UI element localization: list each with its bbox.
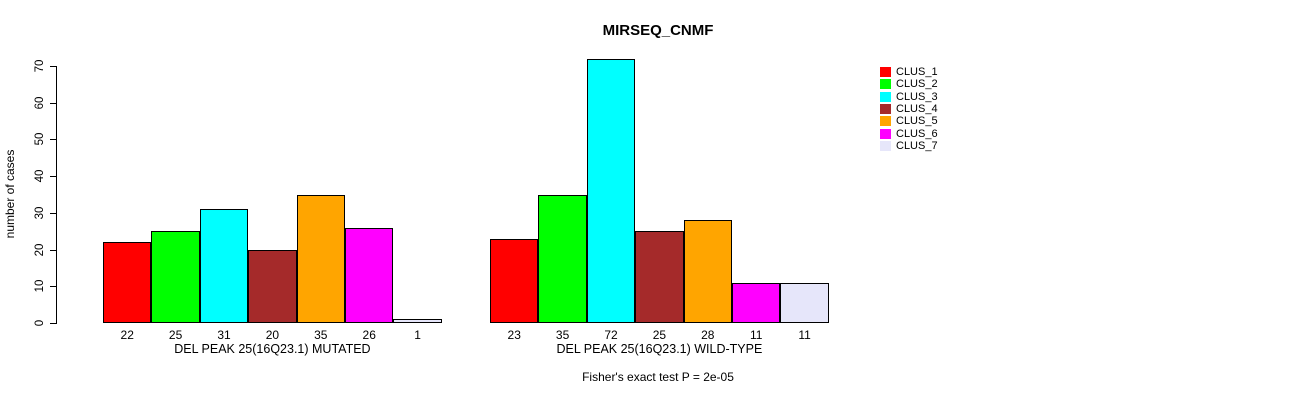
bar bbox=[586, 58, 636, 323]
y-tick-label: 10 bbox=[34, 279, 46, 293]
bar-value-label: 1 bbox=[414, 328, 421, 342]
bar-value-label: 11 bbox=[749, 328, 763, 342]
bar-value-label: 20 bbox=[265, 328, 280, 342]
legend-label: CLUS_4 bbox=[896, 102, 938, 115]
bar bbox=[780, 282, 829, 323]
legend-swatch bbox=[880, 79, 891, 90]
bar bbox=[538, 194, 587, 323]
bar-value-label: 23 bbox=[507, 328, 521, 342]
bar bbox=[248, 249, 297, 323]
chart-title: MIRSEQ_CNMF bbox=[602, 22, 714, 39]
y-tick bbox=[50, 176, 57, 177]
y-tick-label: 60 bbox=[34, 96, 46, 110]
legend-label: CLUS_2 bbox=[896, 78, 938, 91]
bar bbox=[635, 231, 684, 323]
y-tick-label: 0 bbox=[34, 319, 46, 327]
legend-label: CLUS_7 bbox=[896, 139, 938, 152]
y-axis-label: number of cases bbox=[3, 149, 17, 239]
bar-value-label: 25 bbox=[652, 328, 667, 342]
bar bbox=[151, 231, 200, 323]
legend-swatch bbox=[880, 67, 891, 77]
y-tick-label: 50 bbox=[34, 133, 46, 146]
y-tick bbox=[50, 323, 57, 324]
bar-value-label: 28 bbox=[701, 328, 715, 342]
bar-value-label: 72 bbox=[604, 328, 618, 342]
y-tick bbox=[50, 213, 57, 214]
y-tick bbox=[50, 139, 57, 140]
legend-swatch bbox=[880, 128, 891, 139]
y-tick-label: 30 bbox=[34, 206, 46, 220]
legend-label: CLUS_3 bbox=[896, 90, 938, 103]
legend-label: CLUS_1 bbox=[896, 66, 938, 78]
legend-label: CLUS_5 bbox=[896, 115, 938, 128]
bar-value-label: 22 bbox=[120, 328, 134, 342]
bar bbox=[296, 194, 345, 323]
legend-swatch bbox=[880, 103, 891, 114]
bar bbox=[732, 282, 781, 323]
y-tick bbox=[50, 66, 57, 67]
bar-value-label: 35 bbox=[314, 328, 328, 342]
bar bbox=[393, 319, 442, 323]
y-tick-label: 40 bbox=[34, 169, 46, 183]
group-label: DEL PEAK 25(16Q23.1) MUTATED bbox=[174, 342, 371, 356]
bar bbox=[683, 220, 732, 323]
bar-value-label: 26 bbox=[362, 328, 376, 342]
y-axis-line bbox=[56, 66, 57, 324]
y-tick-label: 70 bbox=[34, 59, 46, 73]
bar-value-label: 11 bbox=[798, 328, 811, 342]
bar bbox=[199, 209, 249, 323]
y-tick bbox=[50, 103, 57, 104]
bar-value-label: 35 bbox=[555, 328, 570, 342]
footer-annotation: Fisher's exact test P = 2e-05 bbox=[582, 370, 734, 384]
y-tick-label: 20 bbox=[34, 243, 46, 256]
legend-swatch bbox=[880, 140, 891, 151]
legend-swatch bbox=[880, 91, 891, 102]
bar bbox=[490, 238, 539, 323]
bar bbox=[345, 227, 394, 323]
bar-value-label: 31 bbox=[217, 328, 231, 342]
group-label: DEL PEAK 25(16Q23.1) WILD-TYPE bbox=[556, 342, 763, 356]
y-tick bbox=[50, 250, 57, 251]
legend-label: CLUS_6 bbox=[896, 127, 938, 140]
bar bbox=[103, 242, 152, 323]
legend-swatch bbox=[880, 116, 891, 127]
bar-value-label: 25 bbox=[168, 328, 183, 342]
y-tick bbox=[50, 286, 57, 287]
